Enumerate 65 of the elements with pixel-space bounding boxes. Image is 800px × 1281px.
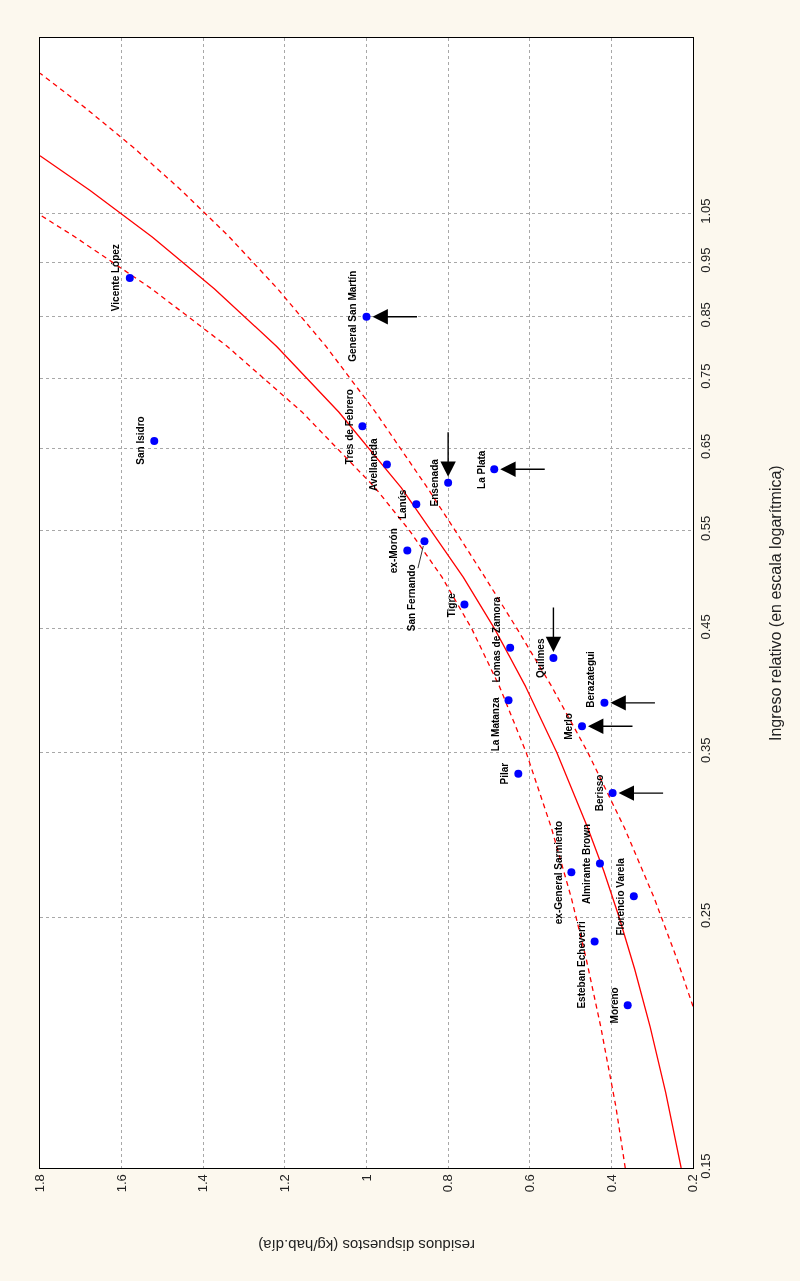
annotation: Almirante Brown: [581, 823, 592, 904]
point: [567, 868, 576, 877]
point: [549, 654, 558, 663]
annotation: Moreno: [608, 987, 620, 1024]
y-tick-label: 0.85: [697, 302, 713, 328]
x-axis-title: residuos dispuestos (kg/hab.día): [258, 1237, 475, 1254]
x-tick-label: 1.8: [32, 1174, 48, 1193]
annotation: Pilar: [499, 762, 511, 785]
point: [460, 600, 469, 609]
point: [150, 436, 159, 445]
point: [590, 937, 599, 946]
point: [504, 696, 513, 705]
annotation: Florencio Varela: [615, 857, 627, 936]
point: [600, 698, 609, 707]
x-tick-label: 1: [358, 1174, 374, 1182]
point: [629, 892, 638, 901]
annotation: San Isidro: [134, 416, 146, 465]
annotation: Ensenada: [428, 458, 440, 507]
annotation: Lanús: [397, 489, 409, 520]
annotation: Tres de Febrero: [343, 389, 355, 465]
annotation: ex-General Sarmiento: [552, 820, 564, 925]
annotation: Tigre: [445, 592, 457, 618]
point: [577, 722, 586, 731]
annotation: Lomas de Zamora: [490, 596, 502, 683]
annotation: Vicente López: [110, 244, 122, 312]
annotation: La Matanza: [489, 697, 501, 752]
point: [362, 312, 371, 321]
x-tick-label: 0.6: [521, 1174, 537, 1193]
y-tick-label: 0.65: [697, 433, 713, 460]
annotation: Avellaneda: [367, 438, 379, 491]
point: [514, 769, 523, 778]
point: [444, 478, 453, 487]
point: [403, 546, 412, 555]
annotation: Berazategui: [585, 650, 597, 708]
point: [608, 789, 617, 798]
annotation: Berisso: [593, 774, 605, 812]
y-tick-label: 0.25: [697, 902, 713, 929]
x-tick-label: 1.4: [195, 1174, 211, 1193]
annotation: La Plata: [475, 450, 487, 489]
point: [595, 859, 604, 868]
y-tick-label: 0.95: [697, 247, 713, 273]
annotation: Esteban Echeverri: [575, 921, 587, 1009]
annotation: Merlo: [563, 713, 575, 740]
x-tick-label: 0.4: [603, 1174, 619, 1193]
point: [623, 1001, 632, 1010]
y-axis-title: Ingreso relativo (en escala logarítmica): [767, 465, 784, 741]
y-tick-label: 0.35: [697, 737, 713, 763]
point: [490, 465, 499, 474]
point: [358, 422, 367, 431]
point: [125, 273, 134, 282]
y-tick-label: 0.75: [697, 363, 713, 389]
point: [412, 500, 421, 509]
y-tick-label: 0.45: [697, 614, 713, 640]
annotation: General San Martín: [347, 270, 359, 362]
x-tick-label: 1.6: [113, 1174, 129, 1193]
y-tick-label: 1.05: [697, 198, 713, 224]
point: [420, 537, 429, 546]
annotation: ex-Morón: [388, 528, 400, 574]
x-tick-label: 1.2: [277, 1174, 293, 1193]
point: [506, 643, 515, 652]
x-tick-label: 0.8: [440, 1174, 456, 1193]
y-tick-label: 0.55: [697, 515, 713, 542]
point: [382, 460, 391, 469]
annotation: Quilmes: [534, 638, 546, 678]
annotation: San Fernando: [405, 564, 417, 632]
